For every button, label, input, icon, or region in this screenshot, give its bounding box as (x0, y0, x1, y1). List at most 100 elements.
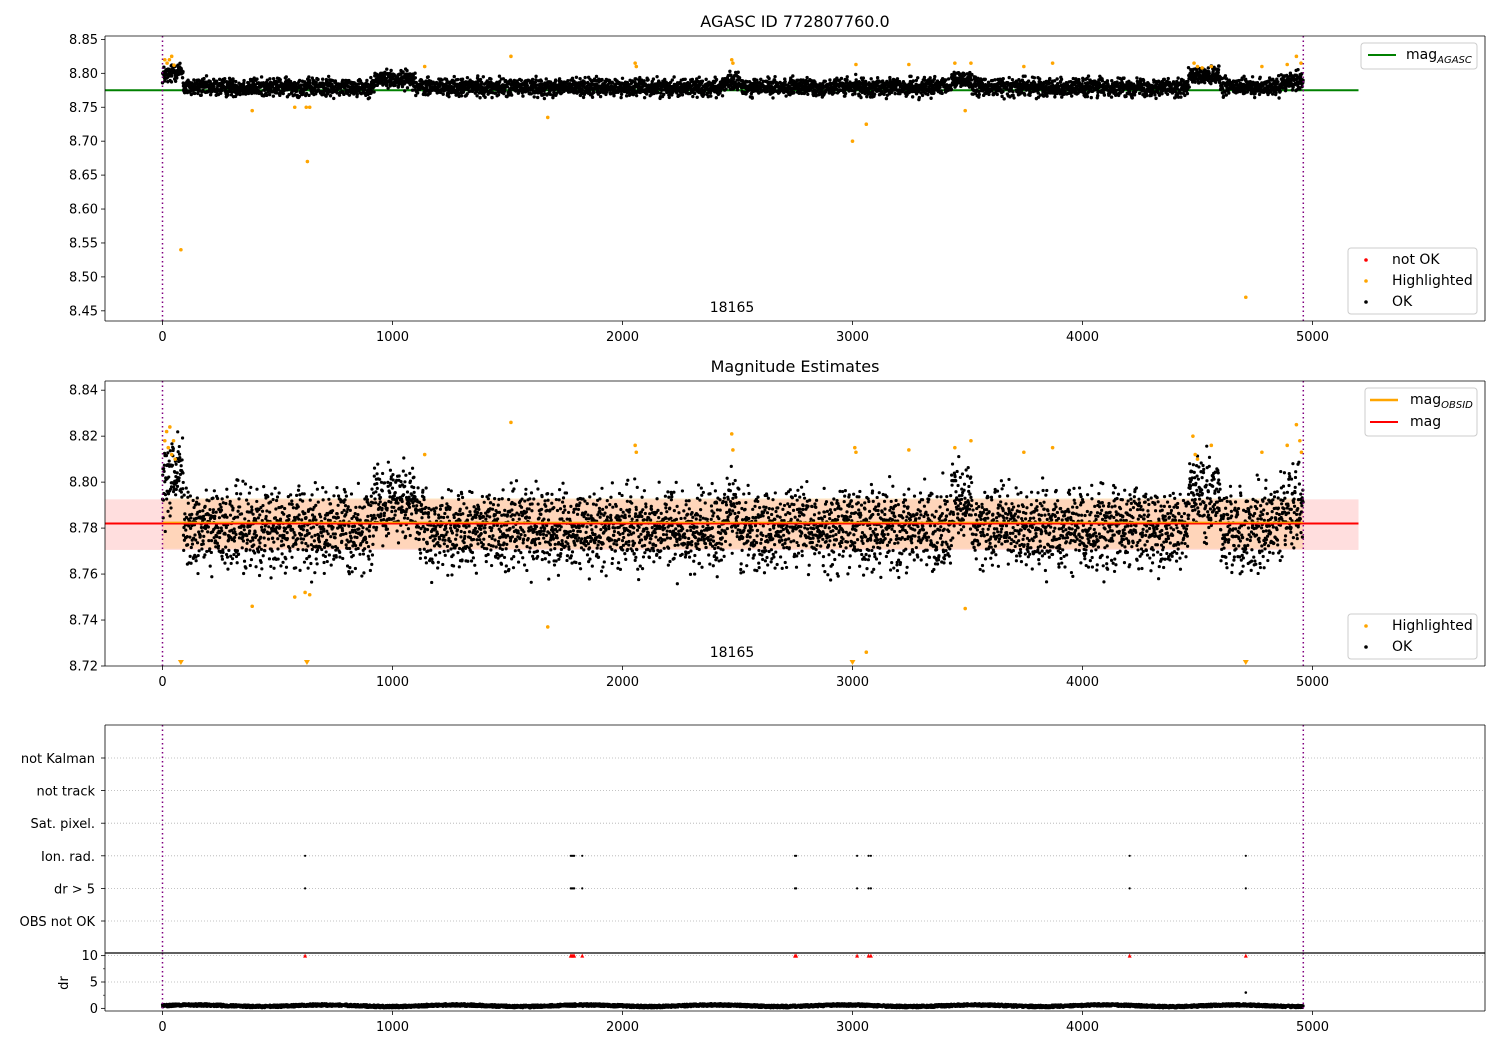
ok-point (261, 81, 266, 85)
ok-point (307, 78, 312, 83)
ok-point (767, 76, 771, 81)
ok-point (419, 78, 424, 82)
ok-point (697, 75, 701, 79)
ok-point (544, 77, 548, 81)
ok-point (365, 78, 369, 83)
ok-point (1069, 94, 1074, 98)
ok-point (1242, 74, 1246, 79)
ok-point (178, 61, 182, 65)
ok-point (173, 79, 178, 83)
ok-point (828, 78, 832, 82)
ok-point (893, 91, 897, 96)
ok-point (307, 75, 311, 79)
ok-point (704, 77, 708, 82)
ok-point (268, 77, 272, 81)
ok-point (328, 90, 332, 94)
ok-point (223, 76, 227, 81)
ok-point (301, 91, 306, 95)
ok-point (662, 92, 666, 97)
ok-point (932, 91, 936, 95)
ok-point (1227, 91, 1231, 95)
ok-point (386, 86, 390, 90)
ok-point (483, 95, 487, 99)
ok-point (192, 78, 196, 82)
ok-point (916, 76, 920, 80)
ok-point (384, 76, 388, 81)
ok-point (1055, 77, 1059, 81)
ok-point (691, 94, 695, 99)
highlighted-point (1244, 295, 1248, 300)
ok-point (869, 77, 873, 81)
ok-point (714, 96, 719, 100)
ok-point (369, 75, 373, 80)
ok-point (445, 79, 449, 83)
highlighted-point (1022, 64, 1026, 69)
ok-point (297, 94, 302, 99)
ok-point (1216, 68, 1221, 72)
ok-point (1048, 76, 1052, 81)
ok-point (202, 76, 206, 81)
ok-point (1202, 80, 1207, 85)
ok-point (320, 77, 325, 81)
highlighted-point (1285, 62, 1289, 67)
ok-point (656, 90, 660, 95)
ok-point (367, 96, 372, 100)
ok-point (1032, 76, 1037, 80)
ok-point (1077, 77, 1081, 82)
ok-point (683, 77, 687, 81)
ok-point (1001, 89, 1005, 94)
ok-point (521, 94, 525, 98)
ok-point (680, 93, 685, 97)
ok-point (519, 78, 524, 83)
ok-point (242, 81, 246, 85)
ok-point (195, 81, 200, 85)
ok-point (910, 95, 915, 99)
ok-point (365, 82, 370, 86)
ok-point (1154, 96, 1158, 101)
ok-point (1258, 75, 1262, 80)
ok-point (415, 91, 420, 95)
ok-point (949, 87, 954, 92)
ok-point (1023, 74, 1027, 78)
ok-point (709, 94, 713, 98)
ok-point (446, 92, 451, 96)
highlighted-point (634, 64, 639, 69)
ok-point (1160, 92, 1164, 96)
ok-point (1059, 77, 1064, 82)
ok-point (1277, 96, 1281, 100)
ok-point (1037, 77, 1042, 81)
ok-point (297, 78, 302, 83)
ok-point (928, 76, 932, 80)
plot-marks (105, 36, 1359, 321)
ok-point (542, 96, 547, 101)
highlighted-point (969, 61, 973, 65)
ok-point (714, 77, 719, 82)
ok-point (278, 78, 282, 82)
ok-point (231, 79, 235, 83)
ok-point (437, 84, 442, 89)
ok-point (1144, 93, 1149, 98)
ok-point (845, 77, 849, 82)
ok-point (214, 79, 219, 83)
highlighted-point (1299, 61, 1303, 65)
ok-point (926, 92, 930, 97)
ok-point (414, 93, 418, 98)
ok-point (620, 76, 625, 80)
ok-point (389, 68, 393, 73)
highlighted-point (953, 61, 957, 65)
ok-point (304, 91, 309, 96)
ok-point (875, 76, 880, 80)
highlighted-point (422, 64, 427, 69)
ok-point (670, 78, 674, 82)
ok-point (823, 79, 828, 83)
ok-point (578, 76, 582, 81)
ok-point (1086, 74, 1091, 78)
ok-point (509, 93, 514, 97)
ok-point (600, 77, 604, 82)
ok-point (977, 92, 981, 97)
ok-point (1010, 77, 1015, 82)
ok-point (1110, 79, 1114, 83)
highlighted-point (729, 57, 734, 62)
ok-point (1252, 95, 1257, 100)
